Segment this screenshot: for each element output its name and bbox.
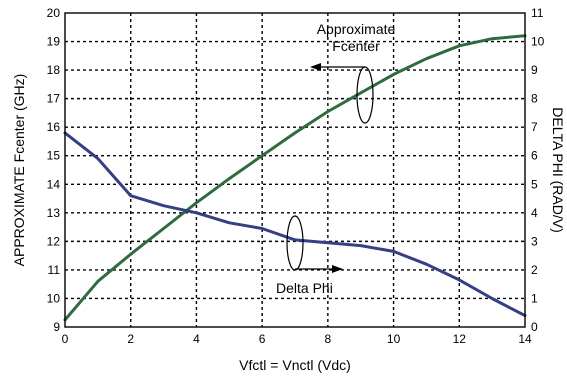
y-left-tick-label: 20 xyxy=(47,6,61,20)
x-tick-label: 14 xyxy=(518,332,532,346)
x-tick-label: 0 xyxy=(62,332,69,346)
y-left-tick-label: 11 xyxy=(48,263,61,277)
x-tick-label: 8 xyxy=(325,332,332,346)
y-right-tick-label: 1 xyxy=(531,291,538,305)
tick-labels: 0 2 4 6 8 10 12 1491011121314151617181920012345… xyxy=(47,6,545,346)
y-left-tick-label: 14 xyxy=(47,177,61,191)
y-left-tick-label: 18 xyxy=(47,63,61,77)
y-right-tick-label: 3 xyxy=(531,234,538,248)
x-axis-label: Vfctl = Vnctl (Vdc) xyxy=(239,357,351,373)
y-left-tick-label: 12 xyxy=(47,234,61,248)
y-right-tick-label: 7 xyxy=(531,120,538,134)
y-left-tick-label: 13 xyxy=(47,206,61,220)
y-left-tick-label: 16 xyxy=(47,120,61,134)
y-right-tick-label: 10 xyxy=(531,35,545,49)
annotation-delta-phi-label: Delta Phi xyxy=(276,280,333,296)
x-tick-label: 12 xyxy=(453,332,467,346)
series-line-delta-phi xyxy=(63,131,527,318)
y-right-tick-label: 8 xyxy=(531,92,538,106)
y-right-tick-label: 9 xyxy=(531,63,538,77)
y-left-tick-label: 10 xyxy=(47,291,61,305)
y-left-tick-label: 15 xyxy=(47,149,61,163)
y-right-tick-label: 11 xyxy=(531,6,544,20)
x-tick-label: 6 xyxy=(259,332,266,346)
y-right-tick-label: 5 xyxy=(531,177,538,191)
x-tick-label: 10 xyxy=(387,332,401,346)
y-left-tick-label: 19 xyxy=(47,35,61,49)
y-left-tick-label: 9 xyxy=(53,320,60,334)
series-lines xyxy=(63,34,527,322)
x-tick-label: 4 xyxy=(193,332,200,346)
annotation-fcenter-arrowhead xyxy=(310,63,321,71)
plot-frame xyxy=(64,12,526,328)
y-left-tick-label: 17 xyxy=(47,92,61,106)
x-tick-label: 2 xyxy=(127,332,134,346)
annotation-delta-phi-ellipse xyxy=(286,215,304,271)
series-line-fcenter xyxy=(63,34,527,322)
y-right-tick-label: 0 xyxy=(531,320,538,334)
y-axis-right-label: DELTA PHI (RAD/V) xyxy=(550,107,566,233)
y-right-tick-label: 6 xyxy=(531,149,538,163)
annotation-delta-phi-arrowhead xyxy=(332,265,343,273)
y-axis-left-label: APPROXIMATE Fcenter (GHz) xyxy=(11,74,27,267)
annotation-fcenter-label: Approximate Fcenter xyxy=(317,21,396,54)
annotations: Approximate Fcenter Delta Phi xyxy=(276,21,396,296)
y-right-tick-label: 4 xyxy=(531,206,538,220)
y-right-tick-label: 2 xyxy=(531,263,538,277)
